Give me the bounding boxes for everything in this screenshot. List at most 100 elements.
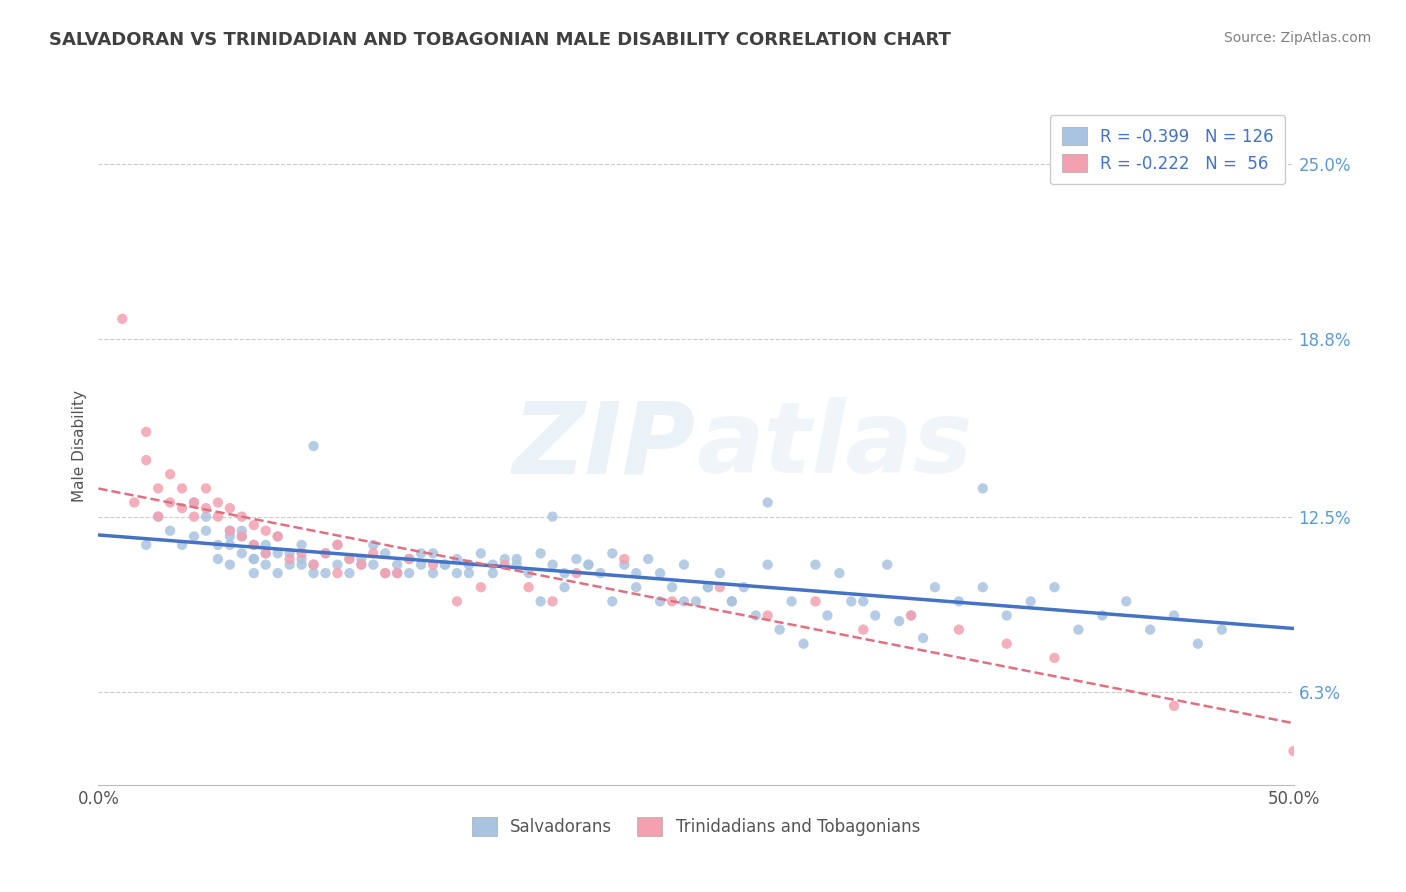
Point [339, 566, 361, 581]
Point [291, 552, 314, 566]
Point [339, 552, 361, 566]
Point [148, 509, 170, 524]
Text: Source: ZipAtlas.com: Source: ZipAtlas.com [1223, 31, 1371, 45]
Point [326, 558, 349, 572]
Point [841, 594, 863, 608]
Point [494, 558, 516, 572]
Point [267, 529, 290, 543]
Point [254, 524, 277, 538]
Point [422, 546, 444, 560]
Point [1115, 594, 1137, 608]
Point [506, 558, 529, 572]
Point [517, 566, 540, 581]
Point [302, 439, 325, 453]
Point [350, 558, 373, 572]
Point [530, 546, 553, 560]
Point [1163, 608, 1185, 623]
Point [135, 425, 157, 439]
Point [1163, 698, 1185, 713]
Point [267, 566, 290, 581]
Point [1043, 580, 1066, 594]
Point [648, 566, 672, 581]
Point [172, 538, 194, 552]
Point [267, 529, 290, 543]
Point [195, 524, 218, 538]
Point [804, 594, 827, 608]
Point [219, 529, 242, 543]
Point [995, 608, 1018, 623]
Point [315, 566, 337, 581]
Point [995, 637, 1018, 651]
Point [159, 524, 181, 538]
Point [183, 495, 205, 509]
Text: SALVADORAN VS TRINIDADIAN AND TOBAGONIAN MALE DISABILITY CORRELATION CHART: SALVADORAN VS TRINIDADIAN AND TOBAGONIAN… [49, 31, 950, 49]
Point [470, 546, 492, 560]
Point [411, 558, 433, 572]
Point [470, 580, 492, 594]
Point [745, 608, 768, 623]
Point [613, 552, 636, 566]
Point [350, 552, 373, 566]
Point [231, 524, 253, 538]
Point [291, 538, 314, 552]
Point [721, 594, 744, 608]
Point [219, 538, 242, 552]
Point [458, 566, 481, 581]
Point [254, 538, 277, 552]
Point [578, 558, 600, 572]
Point [111, 312, 134, 326]
Point [756, 495, 779, 509]
Legend: Salvadorans, Trinidadians and Tobagonians: Salvadorans, Trinidadians and Tobagonian… [464, 809, 928, 845]
Point [159, 495, 181, 509]
Point [626, 566, 648, 581]
Point [517, 580, 540, 594]
Point [889, 614, 911, 628]
Point [339, 552, 361, 566]
Point [374, 566, 396, 581]
Point [183, 509, 205, 524]
Point [434, 558, 457, 572]
Point [673, 594, 696, 608]
Point [219, 524, 242, 538]
Point [804, 558, 827, 572]
Point [243, 538, 266, 552]
Point [613, 558, 636, 572]
Point [124, 495, 146, 509]
Point [302, 558, 325, 572]
Point [756, 558, 779, 572]
Point [183, 495, 205, 509]
Point [709, 580, 731, 594]
Point [422, 558, 444, 572]
Point [900, 608, 922, 623]
Point [363, 546, 385, 560]
Point [231, 529, 253, 543]
Point [254, 546, 277, 560]
Point [183, 529, 205, 543]
Point [219, 501, 242, 516]
Point [326, 538, 349, 552]
Point [506, 552, 529, 566]
Point [398, 552, 420, 566]
Point [243, 538, 266, 552]
Point [207, 495, 229, 509]
Point [278, 558, 301, 572]
Point [172, 501, 194, 516]
Point [602, 546, 624, 560]
Point [648, 594, 672, 608]
Point [195, 482, 218, 496]
Point [411, 546, 433, 560]
Point [481, 558, 505, 572]
Point [494, 552, 516, 566]
Point [195, 501, 218, 516]
Point [315, 546, 337, 560]
Point [565, 566, 588, 581]
Point [780, 594, 803, 608]
Point [398, 566, 420, 581]
Point [446, 566, 468, 581]
Point [541, 509, 564, 524]
Point [231, 529, 253, 543]
Point [673, 558, 696, 572]
Text: ZIP: ZIP [513, 398, 696, 494]
Point [219, 558, 242, 572]
Point [398, 552, 420, 566]
